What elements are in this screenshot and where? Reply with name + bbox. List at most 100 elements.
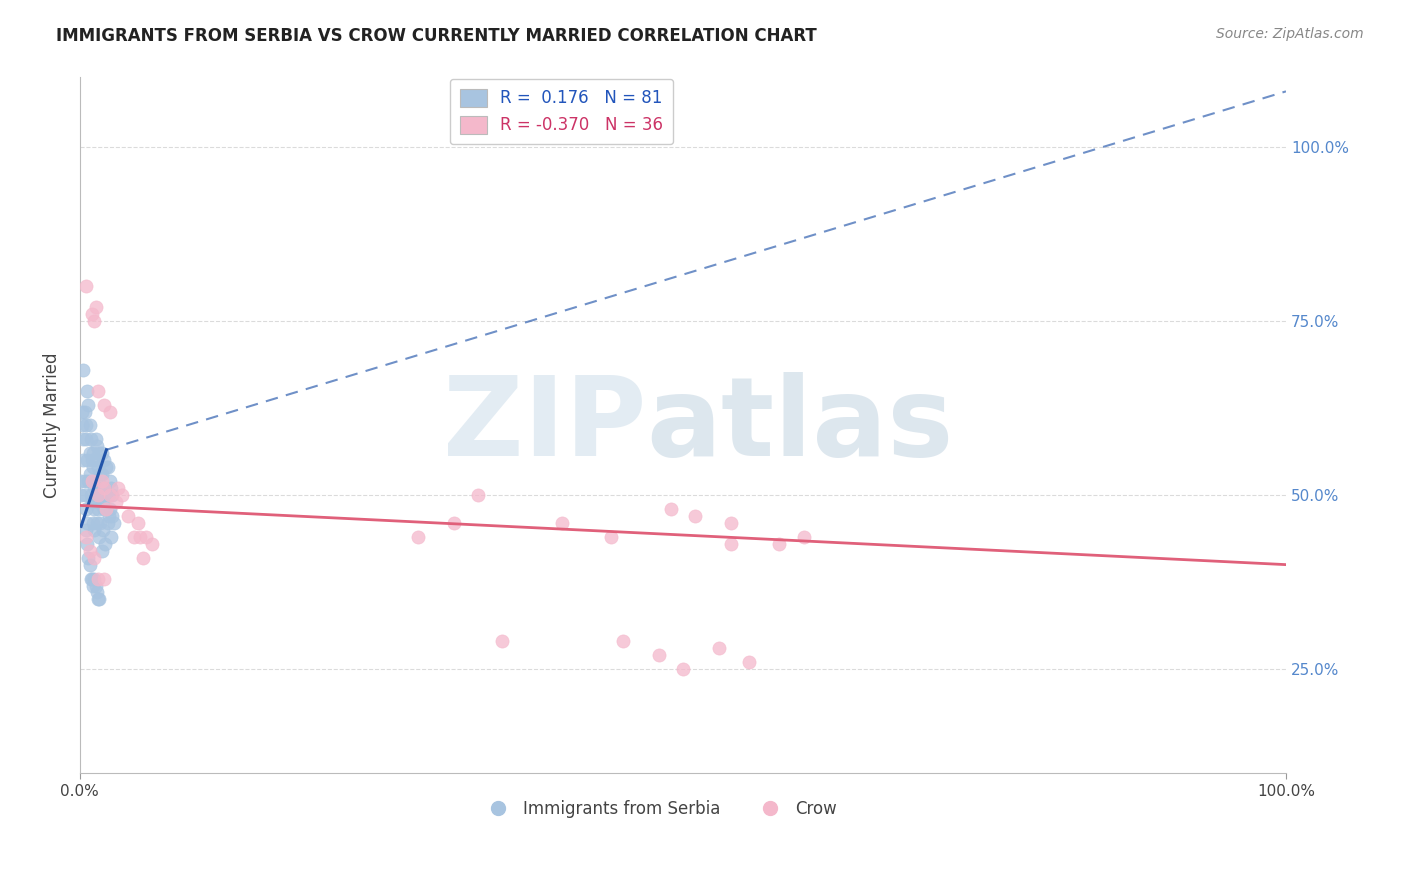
Point: [80, 495, 103, 509]
Point: [96, 502, 118, 516]
Point: [83, 481, 105, 495]
Point: [72, 433, 94, 447]
Point: [672, 662, 695, 676]
Point: [80, 488, 103, 502]
Point: [75, 418, 97, 433]
Point: [72, 418, 94, 433]
Point: [87, 592, 110, 607]
Point: [75, 433, 97, 447]
Point: [80, 572, 103, 586]
Point: [648, 648, 671, 662]
Point: [98, 474, 121, 488]
Point: [89, 446, 111, 460]
Text: IMMIGRANTS FROM SERBIA VS CROW CURRENTLY MARRIED CORRELATION CHART: IMMIGRANTS FROM SERBIA VS CROW CURRENTLY…: [56, 27, 817, 45]
Point: [599, 530, 621, 544]
Point: [97, 516, 120, 530]
Point: [467, 488, 489, 502]
Point: [83, 314, 105, 328]
Point: [127, 516, 149, 530]
Point: [89, 488, 111, 502]
Point: [70, 488, 93, 502]
Point: [75, 502, 97, 516]
Point: [89, 592, 111, 607]
Point: [117, 508, 139, 523]
Point: [80, 572, 103, 586]
Point: [80, 474, 103, 488]
Point: [87, 384, 110, 398]
Point: [141, 537, 163, 551]
Point: [77, 474, 100, 488]
Point: [103, 516, 125, 530]
Point: [93, 572, 115, 586]
Point: [79, 418, 101, 433]
Text: atlas: atlas: [647, 372, 955, 479]
Point: [768, 537, 790, 551]
Point: [101, 508, 124, 523]
Point: [107, 481, 129, 495]
Point: [792, 530, 814, 544]
Point: [87, 502, 110, 516]
Point: [79, 446, 101, 460]
Point: [86, 439, 108, 453]
Point: [77, 398, 100, 412]
Point: [80, 433, 103, 447]
Point: [105, 495, 128, 509]
Point: [720, 537, 742, 551]
Point: [73, 488, 96, 502]
Point: [91, 523, 114, 537]
Point: [83, 550, 105, 565]
Point: [82, 516, 104, 530]
Point: [83, 523, 105, 537]
Point: [84, 300, 107, 314]
Point: [73, 474, 96, 488]
Point: [96, 488, 118, 502]
Point: [86, 516, 108, 530]
Point: [491, 634, 513, 648]
Point: [720, 516, 742, 530]
Point: [76, 537, 98, 551]
Point: [98, 502, 121, 516]
Point: [90, 474, 112, 488]
Point: [90, 446, 112, 460]
Point: [77, 550, 100, 565]
Point: [87, 572, 110, 586]
Point: [76, 516, 98, 530]
Point: [84, 474, 107, 488]
Point: [79, 558, 101, 572]
Point: [707, 641, 730, 656]
Point: [84, 433, 107, 447]
Point: [97, 488, 120, 502]
Point: [72, 404, 94, 418]
Point: [738, 655, 761, 669]
Point: [80, 474, 103, 488]
Point: [83, 572, 105, 586]
Point: [82, 578, 104, 592]
Point: [90, 467, 112, 482]
Point: [70, 474, 93, 488]
Point: [89, 530, 111, 544]
Point: [84, 453, 107, 467]
Point: [75, 530, 97, 544]
Point: [87, 481, 110, 495]
Point: [89, 516, 111, 530]
Point: [80, 453, 103, 467]
Point: [129, 530, 152, 544]
Point: [79, 467, 101, 482]
Point: [75, 523, 97, 537]
Point: [122, 530, 145, 544]
Point: [93, 502, 115, 516]
Point: [89, 467, 111, 482]
Point: [612, 634, 634, 648]
Point: [82, 460, 104, 475]
Point: [76, 384, 98, 398]
Text: Source: ZipAtlas.com: Source: ZipAtlas.com: [1216, 27, 1364, 41]
Point: [93, 398, 115, 412]
Point: [80, 307, 103, 321]
Point: [87, 460, 110, 475]
Point: [98, 488, 121, 502]
Point: [76, 453, 98, 467]
Point: [406, 530, 429, 544]
Point: [86, 585, 108, 599]
Point: [94, 537, 117, 551]
Point: [659, 502, 682, 516]
